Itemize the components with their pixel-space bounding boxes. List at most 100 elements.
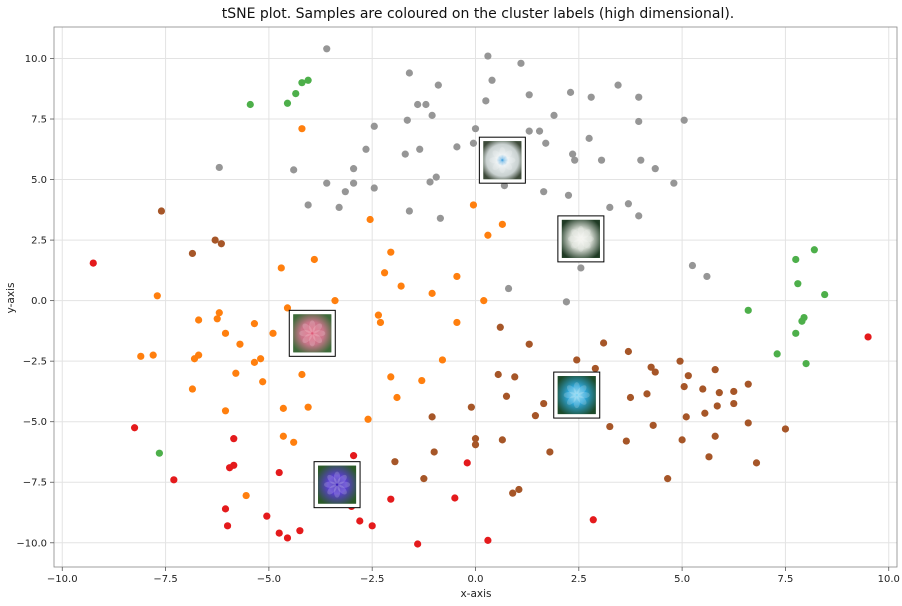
x-tick-label: −10.0 xyxy=(47,574,78,585)
scatter-point xyxy=(480,297,488,305)
scatter-point xyxy=(525,91,533,99)
scatter-point xyxy=(155,449,163,457)
scatter-point xyxy=(283,99,292,107)
scatter-point xyxy=(614,81,622,89)
y-tick-label: 2.5 xyxy=(31,236,47,247)
scatter-point xyxy=(366,215,374,224)
scatter-point xyxy=(420,475,428,483)
scatter-point xyxy=(573,356,581,364)
scatter-point xyxy=(684,372,692,380)
scatter-point xyxy=(484,536,492,544)
scatter-point xyxy=(651,368,659,376)
scatter-point xyxy=(414,540,422,548)
scatter-point xyxy=(190,355,199,363)
scatter-point xyxy=(781,425,790,433)
flower-thumbnail xyxy=(288,309,336,357)
scatter-point xyxy=(488,76,496,84)
scatter-point xyxy=(290,438,298,446)
scatter-point xyxy=(500,182,509,190)
scatter-point xyxy=(821,290,829,299)
scatter-point xyxy=(482,97,490,105)
scatter-point xyxy=(773,350,781,358)
scatter-point xyxy=(195,316,203,324)
scatter-point xyxy=(304,76,312,84)
scatter-point xyxy=(471,125,480,133)
scatter-point xyxy=(188,249,197,258)
scatter-point xyxy=(682,413,690,421)
scatter-point xyxy=(792,255,800,264)
scatter-point xyxy=(380,269,389,277)
scatter-point xyxy=(744,306,752,314)
scatter-point xyxy=(217,240,225,248)
x-tick-label: 7.5 xyxy=(777,574,793,585)
scatter-point xyxy=(678,436,686,444)
scatter-point xyxy=(587,93,595,101)
scatter-point xyxy=(403,116,411,124)
scatter-point xyxy=(221,329,230,337)
scatter-point xyxy=(405,69,413,77)
y-axis-ticks: −10.0 −7.5 −5.0 −2.5 0.0 2.5 5.0 7.5 10.0 xyxy=(16,54,54,549)
scatter-point xyxy=(591,364,599,373)
scatter-point xyxy=(744,419,752,427)
scatter-point xyxy=(699,385,707,393)
scatter-point xyxy=(471,435,480,443)
grid-lines xyxy=(54,27,897,567)
scatter-point xyxy=(626,393,635,402)
scatter-point xyxy=(496,323,504,331)
scatter-point xyxy=(688,261,697,270)
flower-thumbnail xyxy=(313,461,361,509)
scatter-point xyxy=(810,246,818,254)
scatter-point xyxy=(436,214,444,222)
scatter-point xyxy=(515,485,523,494)
scatter-point xyxy=(585,134,593,142)
x-tick-label: 2.5 xyxy=(571,574,587,585)
scatter-point xyxy=(606,203,614,212)
scatter-point xyxy=(310,255,318,264)
scatter-point xyxy=(577,264,585,272)
scatter-point xyxy=(569,150,577,158)
scatter-point xyxy=(304,403,312,411)
scatter-point xyxy=(298,79,306,87)
scatter-point xyxy=(711,366,719,374)
scatter-point xyxy=(279,404,287,412)
scatter-point xyxy=(370,184,378,192)
scatter-point xyxy=(387,495,395,503)
scatter-point xyxy=(471,441,480,449)
scatter-point xyxy=(349,165,358,173)
scatter-point xyxy=(453,272,461,281)
scatter-point xyxy=(323,45,331,53)
scatter-point xyxy=(368,522,376,530)
scatter-point xyxy=(376,318,385,327)
scatter-point xyxy=(701,409,709,417)
scatter-point xyxy=(744,380,752,388)
scatter-point xyxy=(550,111,558,119)
scatter-point xyxy=(430,448,438,456)
scatter-point xyxy=(418,376,426,385)
scatter-point xyxy=(426,178,434,186)
scatter-point xyxy=(494,370,502,379)
scatter-point xyxy=(283,304,292,312)
scatter-point xyxy=(635,212,643,220)
scatter-point xyxy=(752,459,761,467)
scatter-point xyxy=(680,382,688,391)
scatter-point xyxy=(705,453,713,461)
x-axis-label: x-axis xyxy=(460,588,491,600)
chart-title: tSNE plot. Samples are coloured on the c… xyxy=(222,6,735,22)
scatter-point xyxy=(259,378,267,386)
scatter-point xyxy=(349,179,358,187)
scatter-point xyxy=(664,475,672,483)
scatter-point xyxy=(290,166,298,174)
scatter-point xyxy=(246,100,254,109)
scatter-point xyxy=(637,156,645,164)
scatter-point xyxy=(414,100,422,109)
scatter-point xyxy=(428,111,436,119)
scatter-point xyxy=(137,352,145,360)
scatter-point xyxy=(453,318,461,327)
scatter-point xyxy=(149,351,157,359)
scatter-point xyxy=(89,259,97,267)
scatter-point xyxy=(428,289,436,297)
scatter-point xyxy=(509,489,517,497)
scatter-point xyxy=(263,512,271,520)
scatter-point xyxy=(428,413,436,421)
scatter-point xyxy=(364,415,372,423)
